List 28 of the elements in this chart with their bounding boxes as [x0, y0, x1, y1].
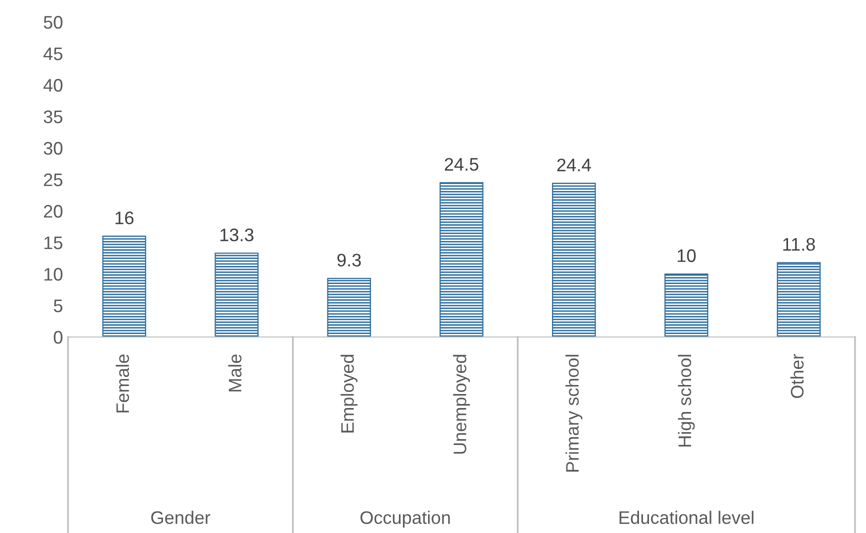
- y-tick-label: 35: [44, 110, 62, 124]
- x-tick-label: Unemployed: [453, 354, 470, 454]
- text: Gender: [151, 510, 210, 524]
- data-label: 24.4: [557, 158, 591, 172]
- y-tick-label: 15: [44, 236, 62, 250]
- y-tick-label: 25: [44, 173, 62, 186]
- text: Educational level: [620, 510, 754, 524]
- y-tick-label: 40: [43, 78, 62, 92]
- data-label: 11.8: [783, 238, 815, 251]
- data-label: 13.3: [220, 228, 254, 242]
- data-label: 9.3: [337, 254, 361, 267]
- y-tick-label: 50: [44, 16, 62, 29]
- text: Occupation: [360, 510, 450, 528]
- y-tick-label: 0: [54, 330, 62, 344]
- data-label: 10: [678, 249, 696, 262]
- x-tick-label: Female: [116, 354, 130, 412]
- y-tick-label: 5: [54, 300, 62, 312]
- x-tick-label: Other: [790, 354, 804, 398]
- y-tick-label: 20: [44, 204, 62, 218]
- x-tick-label: High school: [678, 354, 695, 447]
- y-tick-label: 30: [44, 142, 62, 155]
- y-tick-label: 45: [43, 48, 62, 60]
- data-label: 16: [116, 212, 134, 224]
- x-tick-label: Employed: [340, 354, 358, 432]
- y-tick-label: 10: [44, 268, 62, 281]
- x-tick-label: Primary school: [566, 354, 582, 472]
- x-tick-label: Male: [228, 354, 242, 392]
- data-label: 24.5: [444, 158, 478, 171]
